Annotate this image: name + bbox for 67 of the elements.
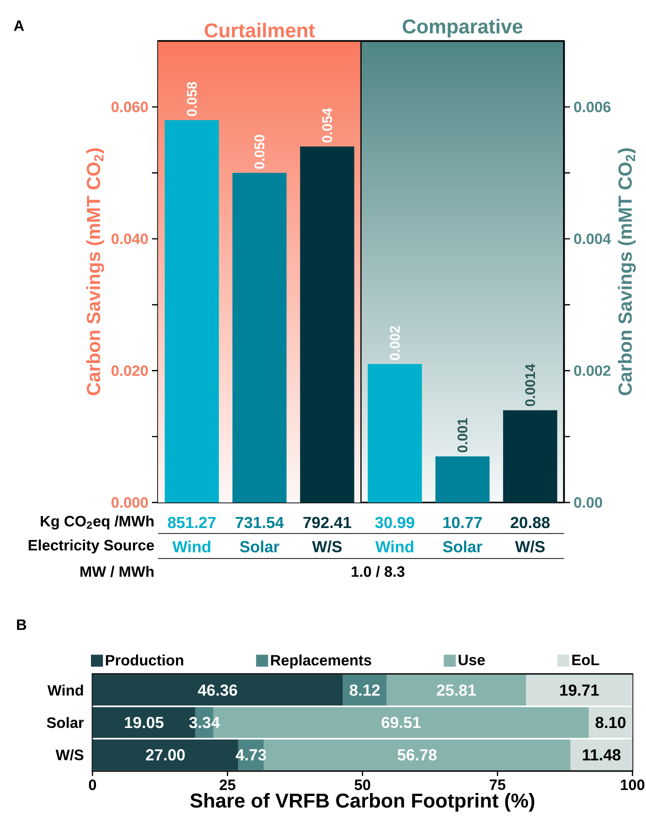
y-tick-label: 0.000 (112, 497, 148, 508)
x-tick-label: 100 (620, 780, 644, 790)
y-tick-label: 0.040 (112, 233, 148, 244)
data-label: 3.34 (189, 716, 220, 728)
y2-axis-title: Carbon Savings (mMT CO$_{2}$) (618, 148, 636, 396)
y2-tick-label: 0.004 (574, 233, 611, 244)
x-tick-label: W/S (515, 540, 545, 552)
legend-label: Use (458, 654, 485, 666)
data-label: 0.001 (458, 418, 468, 452)
data-label: 0.050 (254, 134, 264, 169)
bar (368, 364, 422, 502)
x-tick-label: Wind (375, 540, 414, 552)
data-label: 19.05 (124, 716, 164, 728)
y-tick-label: 0.020 (112, 365, 148, 376)
y-tick-label: Solar (46, 716, 84, 728)
data-label: 19.71 (560, 684, 599, 696)
data-label: 8.12 (350, 684, 380, 696)
y-tick-label: W/S (56, 749, 84, 760)
text: Comparative (402, 18, 522, 38)
x-tick-label: 25 (220, 780, 236, 790)
text: 10.77 (443, 516, 482, 528)
legend-label: Production (106, 654, 184, 666)
text: 731.54 (236, 516, 284, 528)
data-label: 0.054 (322, 108, 332, 142)
text: MW / MWh (80, 566, 154, 578)
text: Kg CO$_{2}$eq /MWh (40, 515, 154, 530)
data-label: 4.73 (236, 749, 266, 760)
bar (503, 410, 558, 502)
x-axis-title: Electricity Source (28, 540, 154, 554)
text: 851.27 (168, 516, 216, 528)
bar (232, 172, 287, 502)
y-tick-label: Wind (47, 684, 83, 696)
x-tick-label: 75 (490, 780, 506, 790)
x-axis-title: Share of VRFB Carbon Footprint (%) (190, 793, 534, 812)
x-tick-label: 50 (354, 780, 370, 790)
x-tick-label: W/S (312, 540, 342, 552)
data-label: 25.81 (436, 684, 476, 696)
x-tick-label: Solar (240, 540, 280, 552)
text: 20.88 (510, 516, 550, 528)
text: 792.41 (303, 516, 352, 528)
bar (164, 120, 219, 502)
chart-title: B (17, 620, 26, 630)
data-label: 0.002 (390, 326, 400, 360)
data-label: 8.10 (596, 716, 626, 728)
legend-label: Replacements (271, 654, 372, 668)
y-axis-title: Carbon Savings (mMT CO$_{2}$) (86, 148, 104, 396)
bar (435, 456, 490, 502)
x-tick-label: Solar (442, 540, 482, 552)
text: 30.99 (375, 516, 414, 528)
data-label: 46.36 (198, 684, 238, 696)
y-tick-label: 0.060 (112, 102, 148, 112)
data-label: 0.0014 (525, 364, 536, 406)
text: A (14, 20, 24, 31)
legend-label: EoL (572, 654, 600, 666)
y2-tick-label: 0.006 (574, 102, 611, 112)
x-tick-label: 0 (88, 780, 96, 790)
bar (300, 146, 354, 502)
data-label: 69.51 (382, 716, 421, 728)
y2-tick-label: 0.00 (574, 497, 602, 508)
data-label: 56.78 (398, 749, 437, 760)
y2-tick-label: 0.002 (574, 365, 610, 376)
text: 1.0 / 8.3 (352, 566, 404, 578)
band-label: Curtailment (204, 22, 315, 38)
x-tick-label: Wind (172, 540, 210, 552)
data-label: 27.00 (146, 749, 185, 760)
data-label: 0.058 (186, 82, 197, 116)
data-label: 11.48 (582, 749, 621, 760)
